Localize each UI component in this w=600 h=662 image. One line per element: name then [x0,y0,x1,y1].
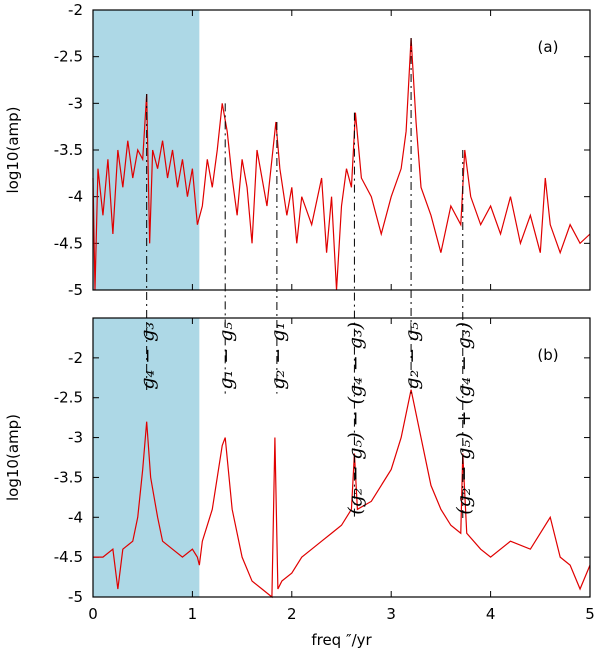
annotation: g₄ − g₃ [137,322,159,390]
y-tick-label: -5 [68,281,83,299]
y-tick-label: -4 [68,188,83,206]
x-tick-label: 3 [386,605,396,623]
annotation: g₁ − g₅ [215,322,237,390]
y-tick-label: -2 [68,1,83,19]
y-tick-label: -4.5 [54,548,83,566]
x-tick-label: 1 [188,605,198,623]
x-axis-label: freq ″/yr [311,631,372,649]
y-tick-label: -4 [68,508,83,526]
y-tick-label: -4.5 [54,234,83,252]
annotation: g₂ − g₁ [267,322,289,390]
x-tick-label: 2 [287,605,297,623]
x-tick-label: 5 [585,605,595,623]
y-tick-label: -2.5 [54,389,83,407]
data-line [92,37,591,291]
y-tick-label: -2.5 [54,48,83,66]
panel-label: (b) [537,346,558,364]
y-tick-label: -3 [68,94,83,112]
plot-frame [92,317,591,598]
y-tick-label: -3 [68,429,83,447]
y-tick-label: -3.5 [54,141,83,159]
y-tick-label: -3.5 [54,468,83,486]
annotation: (g₂ − g₅) − (g₄ − g₃) [344,322,366,515]
y-tick-label: -2 [68,349,83,367]
y-tick-label: -5 [68,588,83,606]
plot-frame [92,9,591,291]
annotation: g₂ − g₅ [401,322,423,390]
y-axis-label: log10(amp) [4,107,22,194]
x-tick-label: 4 [486,605,496,623]
data-line [93,389,591,599]
x-tick-label: 0 [88,605,98,623]
annotation: (g₂ − g₅) + (g₄ − g₃) [453,322,475,515]
panel-label: (a) [538,38,559,56]
y-axis-label: log10(amp) [4,414,22,501]
